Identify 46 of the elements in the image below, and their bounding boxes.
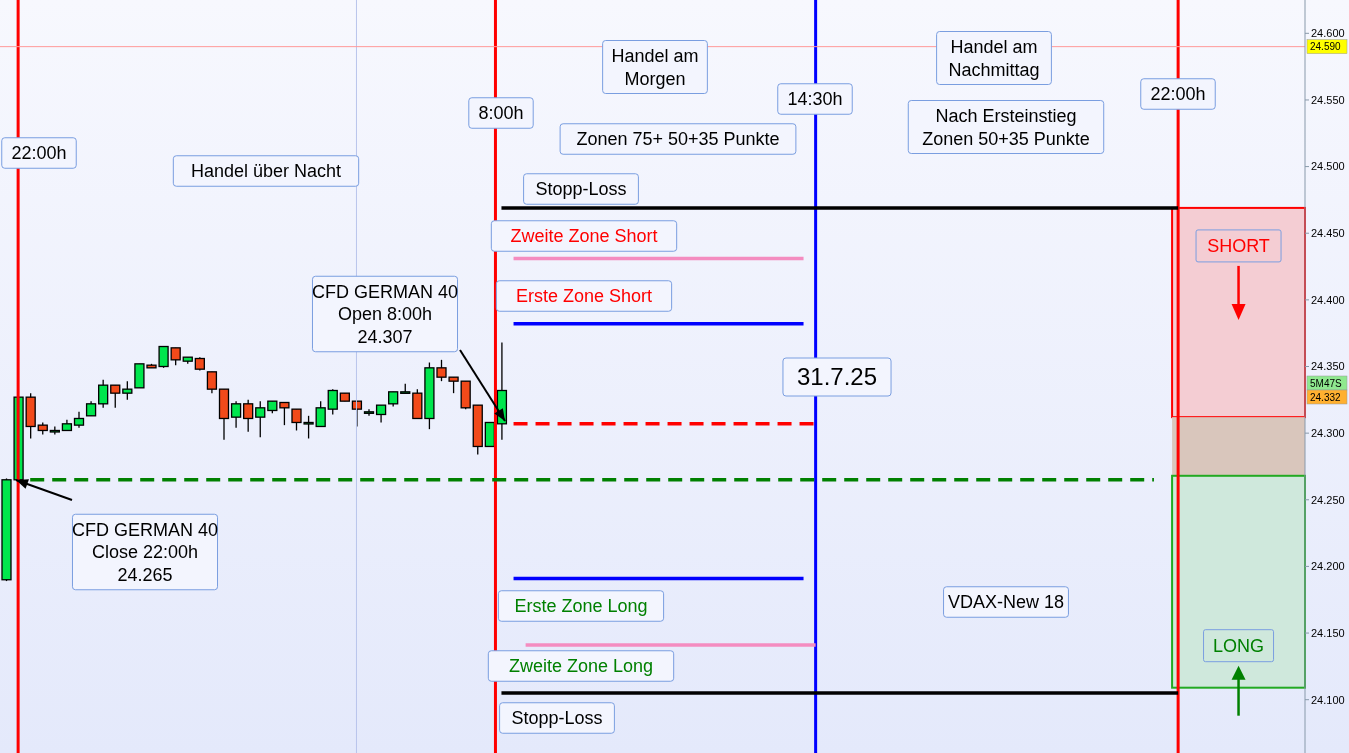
- annotation: VDAX-New 18: [947, 592, 1065, 613]
- annotation: Stopp-Loss: [511, 708, 603, 729]
- y-tick-label: 24.250: [1311, 493, 1345, 506]
- band-label: LONG: [1213, 636, 1265, 656]
- candlestick: [255, 400, 266, 438]
- candlestick: [484, 421, 495, 448]
- annotation: CFD GERMAN 40 Open 8:00h 24.307: [311, 281, 459, 347]
- y-tick-label: 24.450: [1311, 227, 1345, 240]
- y-tick-label: 24.400: [1311, 293, 1345, 306]
- annotation: Handel über Nacht: [190, 161, 342, 182]
- candlestick: [98, 379, 109, 409]
- y-tick-label: 24.100: [1311, 693, 1345, 706]
- candlestick: [279, 401, 290, 426]
- annotation: Handel am Nachmittag: [948, 37, 1040, 80]
- annotation: Erste Zone Long: [514, 596, 648, 617]
- y-tick-label: 24.500: [1311, 160, 1345, 173]
- annotation: Zweite Zone Short: [510, 226, 658, 247]
- annotation: Erste Zone Short: [515, 286, 653, 307]
- y-tick-label: 24.350: [1311, 360, 1345, 373]
- candlestick: [206, 371, 218, 394]
- y-tick-label: 24.200: [1311, 560, 1345, 573]
- candlestick: [230, 400, 242, 429]
- annotation: 22:00h: [1150, 84, 1206, 105]
- annotation: Nach Ersteinstieg Zonen 50+35 Punkte: [922, 106, 1090, 149]
- annotation: 8:00h: [478, 103, 524, 124]
- y-tick-label: 24.150: [1311, 626, 1345, 639]
- y-tick-label: 24.600: [1311, 27, 1345, 40]
- candlestick: [315, 400, 326, 428]
- annotation: Stopp-Loss: [535, 179, 627, 200]
- text: 24.332: [1310, 391, 1342, 403]
- band-label: SHORT: [1207, 236, 1270, 257]
- annotation: Zonen 75+ 50+35 Punkte: [576, 129, 780, 150]
- ref-line-label: 24.590: [1310, 41, 1342, 53]
- candlestick: [110, 384, 121, 409]
- y-tick-label: 24.300: [1311, 427, 1345, 440]
- annotation: 22:00h: [11, 143, 67, 164]
- candlestick: [243, 399, 254, 433]
- annotation: 14:30h: [787, 89, 843, 110]
- candlestick: [327, 388, 338, 416]
- annotation: Zweite Zone Long: [508, 656, 654, 677]
- candlestick: [122, 380, 133, 401]
- annotation: 31.7.25: [796, 363, 878, 391]
- y-tick-label: 24.550: [1311, 93, 1345, 106]
- annotation: CFD GERMAN 40 Close 22:00h 24.265: [71, 519, 219, 585]
- text: 5M47S: [1310, 377, 1343, 389]
- annotation: Handel am Morgen: [611, 46, 699, 89]
